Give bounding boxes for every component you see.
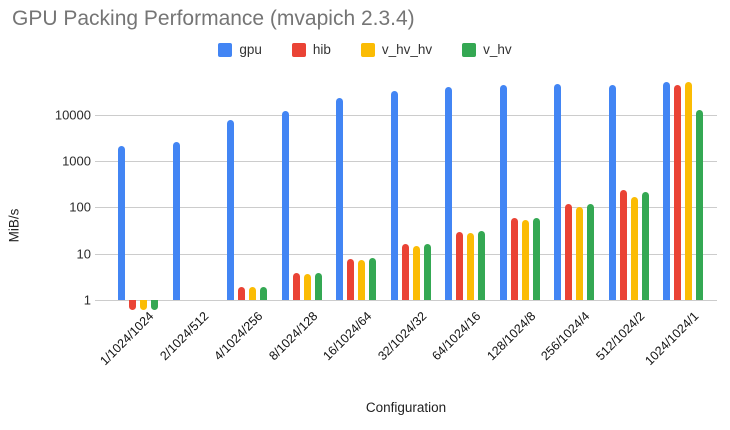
bar-hib[interactable]: [347, 258, 354, 300]
bar-v_hv[interactable]: [314, 273, 322, 300]
x-tick-label: 2/1024/512: [157, 309, 212, 364]
chart-title: GPU Packing Performance (mvapich 2.3.4): [12, 7, 415, 30]
legend-swatch-v_hv_hv-icon: [360, 42, 375, 57]
x-axis-title: Configuration: [365, 400, 447, 415]
x-tick-label: 32/1024/32: [375, 309, 430, 364]
legend-swatch-gpu-icon: [218, 42, 233, 57]
bar-v_hv[interactable]: [641, 191, 649, 300]
x-tick-label: 16/1024/64: [320, 309, 375, 364]
y-tick-label: 1000: [62, 153, 91, 169]
legend-swatch-hib-icon: [291, 42, 306, 57]
bar-hib[interactable]: [292, 273, 300, 300]
bar-v_hv_hv[interactable]: [412, 246, 420, 300]
x-tick-label: 1/1024/1024: [97, 309, 157, 369]
bar-gpu[interactable]: [281, 111, 289, 300]
y-tick-label: 1: [83, 292, 91, 308]
legend-label: gpu: [239, 42, 262, 57]
bar-v_hv_hv[interactable]: [685, 82, 692, 300]
gridline: [95, 161, 717, 162]
bar-gpu[interactable]: [499, 85, 507, 300]
x-tick-label: 256/1024/4: [538, 309, 593, 364]
legend-label: v_hv_hv: [381, 42, 433, 57]
bar-v_hv_hv[interactable]: [249, 287, 256, 300]
bar-hib[interactable]: [619, 190, 627, 300]
bar-v_hv[interactable]: [369, 258, 376, 300]
bar-hib[interactable]: [510, 218, 518, 300]
bar-v_hv_hv[interactable]: [521, 220, 529, 300]
bar-v_hv[interactable]: [260, 287, 267, 300]
legend-label: v_hv: [483, 42, 512, 57]
legend-item-v_hv_hv[interactable]: v_hv_hv: [360, 42, 433, 57]
bar-hib[interactable]: [456, 232, 463, 300]
bar-v_hv_hv[interactable]: [576, 207, 583, 300]
bar-v_hv[interactable]: [478, 230, 485, 300]
legend-item-v_hv[interactable]: v_hv: [462, 42, 512, 57]
x-tick-label: 1024/1024/1: [642, 309, 702, 369]
x-tick-label: 8/1024/128: [266, 309, 321, 364]
bar-v_hv[interactable]: [151, 300, 158, 311]
x-tick-label: 64/1024/16: [429, 309, 484, 364]
bar-gpu[interactable]: [172, 141, 180, 300]
x-tick-label: 512/1024/2: [593, 309, 648, 364]
y-tick-label: 10: [76, 246, 91, 262]
x-tick-label: 4/1024/256: [211, 309, 266, 364]
bar-hib[interactable]: [401, 244, 409, 300]
bar-v_hv_hv[interactable]: [467, 232, 474, 300]
bar-gpu[interactable]: [118, 146, 125, 300]
y-tick-label: 10000: [54, 107, 91, 123]
bar-v_hv[interactable]: [532, 218, 540, 300]
x-tick-label: 128/1024/8: [484, 309, 539, 364]
legend-label: hib: [312, 42, 331, 57]
legend: gpu hib v_hv_hv v_hv: [0, 42, 730, 57]
bar-hib[interactable]: [674, 85, 681, 300]
bar-gpu[interactable]: [390, 90, 398, 300]
y-tick-label: 100: [69, 199, 91, 215]
gridline: [95, 207, 717, 209]
bar-gpu[interactable]: [554, 83, 561, 300]
bar-gpu[interactable]: [445, 87, 452, 300]
bar-v_hv[interactable]: [423, 244, 431, 300]
bar-v_hv[interactable]: [587, 204, 594, 300]
bar-gpu[interactable]: [663, 82, 670, 300]
legend-swatch-v_hv-icon: [462, 42, 477, 57]
bar-gpu[interactable]: [608, 84, 616, 300]
gridline: [95, 300, 717, 301]
bar-hib[interactable]: [238, 287, 245, 300]
bar-gpu[interactable]: [227, 119, 234, 300]
bar-hib[interactable]: [129, 300, 136, 311]
bar-gpu[interactable]: [336, 97, 343, 300]
bar-v_hv_hv[interactable]: [140, 300, 147, 311]
bar-hib[interactable]: [565, 203, 572, 300]
legend-item-gpu[interactable]: gpu: [218, 42, 262, 57]
bar-v_hv_hv[interactable]: [630, 197, 638, 300]
gridline: [95, 114, 717, 116]
legend-item-hib[interactable]: hib: [291, 42, 331, 57]
bar-v_hv_hv[interactable]: [303, 273, 311, 300]
bar-v_hv_hv[interactable]: [358, 259, 365, 300]
bar-v_hv[interactable]: [696, 110, 703, 300]
